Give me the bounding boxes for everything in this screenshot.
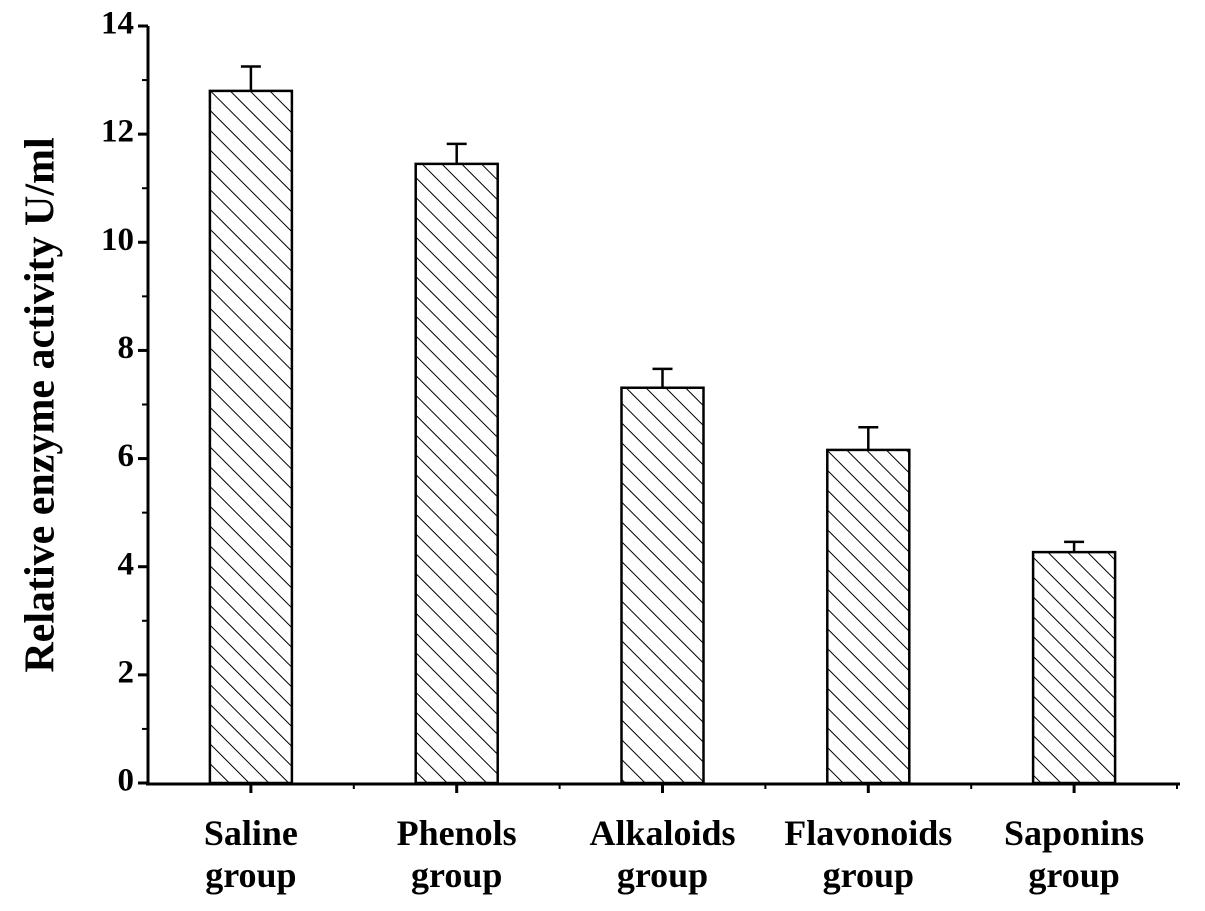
bar	[620, 386, 705, 785]
y-axis-label: Relative enzyme activity U/ml	[18, 137, 64, 672]
y-tick-label: 8	[118, 330, 135, 366]
bar	[1031, 550, 1117, 785]
y-tick-label: 12	[101, 114, 134, 150]
x-tick-label: Flavonoids group	[784, 813, 952, 895]
x-tick-label: Alkaloids group	[589, 813, 735, 895]
x-tick-label: Phenols group	[397, 813, 517, 895]
bar	[826, 448, 911, 785]
x-tick-label: Saline group	[204, 813, 298, 895]
x-tick-label: Saponins group	[1004, 813, 1144, 895]
y-tick-label: 4	[118, 546, 135, 582]
y-tick-label: 10	[101, 222, 134, 258]
y-tick-label: 14	[101, 6, 134, 42]
y-tick-label: 6	[118, 438, 135, 474]
bar	[414, 162, 499, 785]
y-tick-label: 2	[118, 654, 135, 690]
y-tick-label: 0	[118, 763, 135, 799]
bar	[208, 89, 294, 785]
